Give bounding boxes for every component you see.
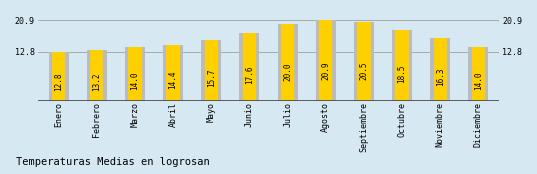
Text: 12.8: 12.8 bbox=[54, 73, 63, 91]
Bar bbox=[240, 33, 259, 101]
Bar bbox=[49, 52, 69, 101]
Bar bbox=[163, 45, 183, 101]
Bar bbox=[128, 47, 142, 101]
Text: 16.3: 16.3 bbox=[436, 68, 445, 86]
Text: 14.4: 14.4 bbox=[169, 70, 178, 89]
Text: 14.0: 14.0 bbox=[474, 71, 483, 90]
Text: 20.5: 20.5 bbox=[359, 62, 368, 80]
Bar bbox=[357, 22, 371, 101]
Bar bbox=[281, 24, 294, 101]
Bar bbox=[316, 20, 336, 101]
Bar bbox=[430, 38, 450, 101]
Bar bbox=[471, 47, 485, 101]
Text: 17.6: 17.6 bbox=[245, 66, 254, 84]
Text: 15.7: 15.7 bbox=[207, 69, 216, 87]
Text: Temperaturas Medias en logrosan: Temperaturas Medias en logrosan bbox=[16, 157, 210, 167]
Text: 20.0: 20.0 bbox=[283, 62, 292, 81]
Bar bbox=[90, 50, 104, 101]
Text: 13.2: 13.2 bbox=[92, 72, 101, 91]
Bar bbox=[278, 24, 297, 101]
Bar bbox=[125, 47, 145, 101]
Bar bbox=[166, 45, 180, 101]
Bar bbox=[201, 40, 221, 101]
Bar bbox=[392, 30, 412, 101]
Text: 18.5: 18.5 bbox=[397, 65, 407, 83]
Bar bbox=[433, 38, 447, 101]
Bar bbox=[354, 22, 374, 101]
Bar bbox=[319, 20, 332, 101]
Bar bbox=[87, 50, 107, 101]
Text: 20.9: 20.9 bbox=[321, 61, 330, 80]
Bar bbox=[243, 33, 256, 101]
Text: 14.0: 14.0 bbox=[130, 71, 140, 90]
Bar bbox=[395, 30, 409, 101]
Bar bbox=[52, 52, 66, 101]
Bar bbox=[468, 47, 488, 101]
Bar bbox=[205, 40, 218, 101]
